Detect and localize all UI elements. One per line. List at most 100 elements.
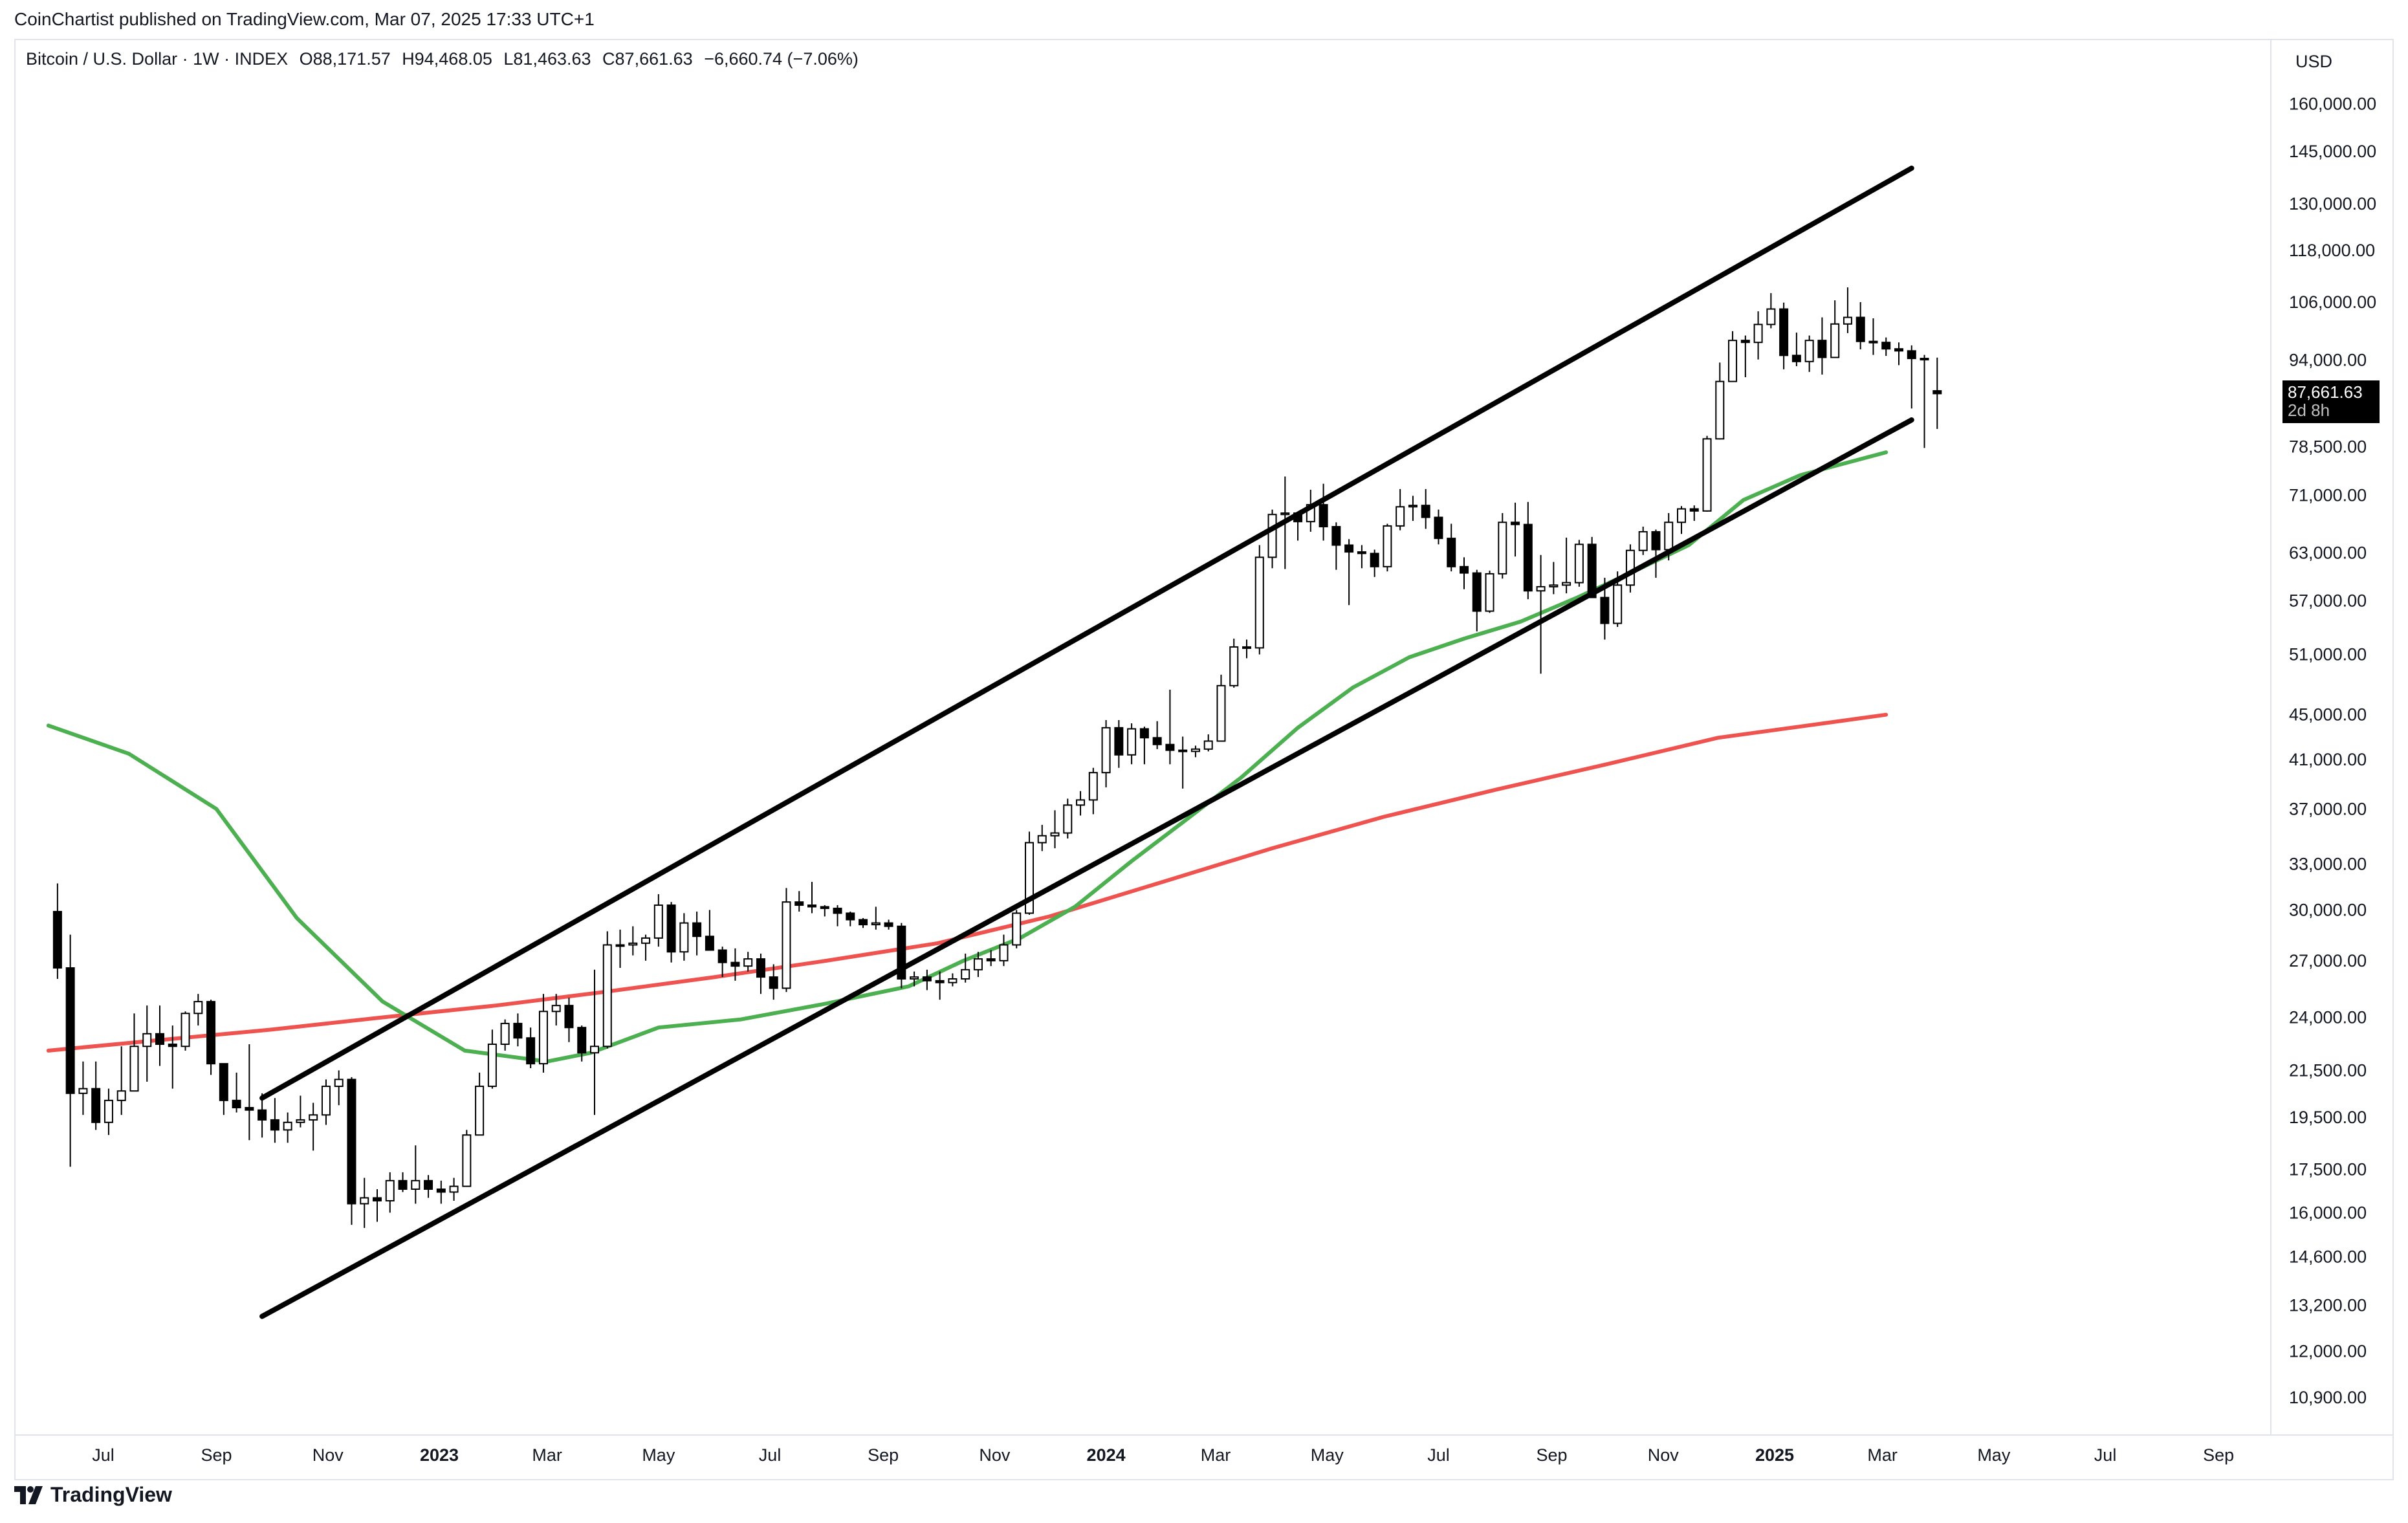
candle-body-up (1498, 521, 1507, 575)
candle-body-up (129, 1046, 139, 1092)
time-tick-label: Mar (1867, 1445, 1898, 1465)
price-tick-label: 21,500.00 (2289, 1060, 2367, 1080)
candle (705, 910, 714, 951)
candle-body-up (1408, 505, 1417, 508)
candle (1600, 578, 1610, 640)
candle (1254, 545, 1264, 655)
candle (1319, 483, 1328, 541)
candle (1331, 522, 1341, 570)
tradingview-logo-icon (14, 1485, 43, 1504)
candle (1498, 513, 1507, 579)
candle (743, 952, 753, 972)
candle-body-down (52, 910, 62, 969)
candle (1190, 745, 1200, 758)
candle (1357, 545, 1366, 569)
candle-body-down (807, 904, 816, 908)
candle (321, 1079, 331, 1125)
tradingview-brand[interactable]: TradingView (14, 1483, 172, 1507)
candle (961, 953, 970, 983)
candle (1907, 345, 1916, 409)
candle-body-up (999, 944, 1009, 961)
price-tick-label: 118,000.00 (2289, 241, 2375, 260)
candle-body-down (1331, 526, 1341, 546)
price-tick-label: 71,000.00 (2289, 485, 2367, 505)
candle-body-down (270, 1119, 279, 1131)
time-tick-label: Sep (1537, 1445, 1568, 1465)
candle (1511, 502, 1520, 557)
time-tick-label: Jul (759, 1445, 782, 1465)
candle (91, 1061, 101, 1130)
candle (1753, 311, 1763, 360)
candle-countdown: 2d 8h (2288, 400, 2330, 420)
candle (1766, 293, 1776, 329)
candle-body-up (283, 1121, 292, 1131)
time-tick-label: Jul (92, 1445, 115, 1465)
legend-close: C87,661.63 (602, 49, 693, 69)
candle-body-down (1460, 565, 1469, 574)
candle-body-down (1165, 743, 1175, 751)
candle-body-up (1267, 514, 1277, 558)
candle-body-up (1843, 316, 1852, 325)
candle-body-up (142, 1033, 152, 1047)
candle-body-down (1434, 516, 1443, 540)
candle-body-down (1894, 348, 1903, 352)
price-tick-label: 45,000.00 (2289, 705, 2367, 725)
candle (1881, 337, 1891, 356)
candle (296, 1095, 305, 1128)
candle-body-up (1101, 727, 1111, 774)
price-axis[interactable]: 160,000.00 145,000.00 130,000.00 118,000.00… (2289, 94, 2376, 1407)
candle (948, 973, 958, 987)
candle-body-down (1152, 737, 1162, 745)
price-tick-label: 14,600.00 (2289, 1247, 2367, 1266)
candle (1242, 639, 1251, 659)
currency-label[interactable]: USD (2295, 52, 2333, 71)
candle-body-up (449, 1185, 459, 1193)
price-tick-label: 106,000.00 (2289, 292, 2376, 312)
candle (1101, 719, 1111, 787)
candle (1203, 734, 1213, 752)
candle-body-up (1254, 556, 1264, 649)
price-tick-label: 41,000.00 (2289, 750, 2367, 769)
candle-body-up (1063, 804, 1073, 834)
candle-body-up (961, 969, 970, 980)
price-tick-label: 19,500.00 (2289, 1108, 2367, 1127)
candle-body-up (1076, 799, 1086, 806)
time-tick-label: Sep (201, 1445, 232, 1465)
candle (1651, 529, 1661, 578)
candle (52, 883, 62, 979)
candle-body-down (1511, 521, 1520, 525)
candle (487, 1029, 497, 1089)
candle (193, 994, 203, 1026)
candle (1562, 537, 1571, 594)
candle-body-up (871, 922, 881, 926)
price-tick-label: 10,900.00 (2289, 1388, 2367, 1407)
candle-body-down (526, 1037, 536, 1065)
candle (1536, 554, 1546, 674)
candle-body-up (296, 1119, 305, 1123)
candle-body-down (884, 922, 893, 927)
candle-body-up (360, 1197, 369, 1205)
candle-body-down (373, 1197, 382, 1201)
ma-slow-path (46, 712, 1888, 1053)
price-tick-label: 63,000.00 (2289, 543, 2367, 562)
time-tick-label: Nov (1648, 1445, 1680, 1465)
candle-body-up (653, 904, 663, 939)
candle-body-up (1383, 525, 1392, 567)
candle (398, 1172, 408, 1192)
chart-frame (14, 39, 2394, 1480)
candle (1396, 488, 1405, 531)
candle (1855, 302, 1865, 349)
price-tick-label: 94,000.00 (2289, 350, 2367, 369)
candle (1408, 496, 1417, 521)
time-axis[interactable]: Jul Sep Nov 2023 Mar May Jul Sep Nov 2024 Mar May Ju… (92, 1445, 2234, 1465)
price-tick-label: 16,000.00 (2289, 1203, 2367, 1222)
candle-body-down (859, 919, 868, 926)
candle-body-up (1216, 685, 1226, 742)
candle-body-up (743, 958, 753, 967)
candle-body-up (193, 1001, 203, 1014)
candle (935, 971, 945, 1000)
price-tick-label: 78,500.00 (2289, 437, 2367, 457)
candle-body-down (1791, 355, 1801, 362)
candle (1804, 335, 1814, 372)
